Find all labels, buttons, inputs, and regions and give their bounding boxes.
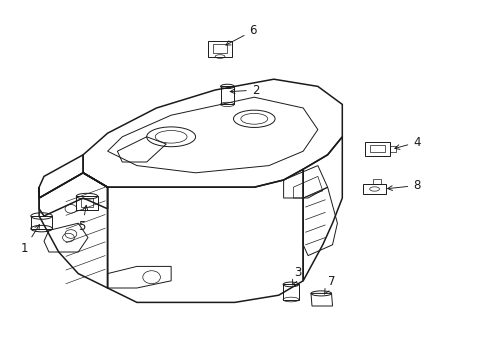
Text: 7: 7 bbox=[324, 275, 335, 294]
Text: 3: 3 bbox=[292, 266, 302, 285]
Text: 1: 1 bbox=[20, 225, 40, 255]
Text: 2: 2 bbox=[230, 84, 259, 96]
Text: 6: 6 bbox=[225, 24, 256, 45]
Text: 5: 5 bbox=[78, 205, 87, 233]
Text: 8: 8 bbox=[387, 179, 420, 192]
Text: 4: 4 bbox=[394, 136, 420, 149]
